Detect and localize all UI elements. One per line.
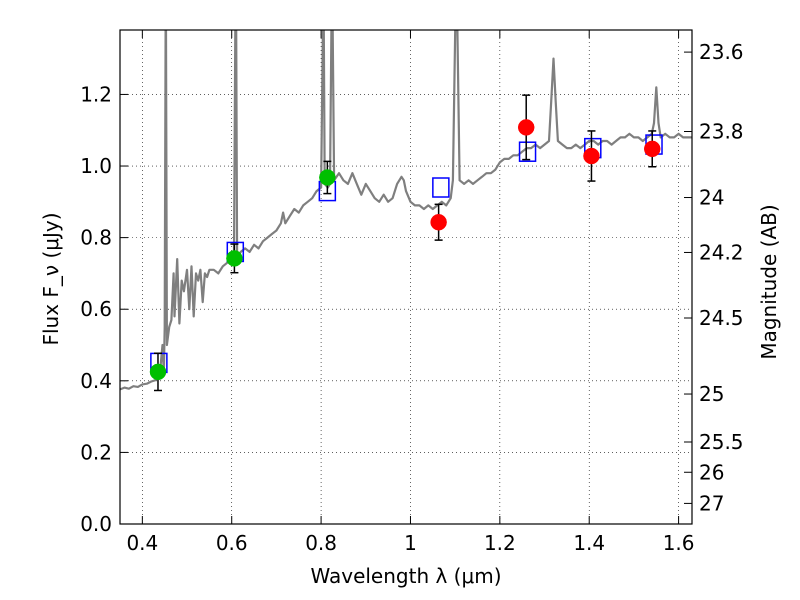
y2-tick-label: 26 xyxy=(699,460,724,484)
x-tick-label: 0.8 xyxy=(305,531,337,555)
photometry-point-red xyxy=(517,119,535,136)
y2-tick-label: 24.2 xyxy=(699,240,744,264)
photometry-point-red xyxy=(430,213,447,231)
photometry-point-green xyxy=(226,250,243,267)
y2-tick-label: 23.6 xyxy=(699,40,744,64)
y2-tick-label: 25.5 xyxy=(699,430,744,454)
y-tick-label: 0.0 xyxy=(80,512,112,536)
x-tick-label: 1.2 xyxy=(484,531,516,555)
y-tick-label: 0.2 xyxy=(80,440,112,464)
axes-frame xyxy=(119,29,693,525)
x-tick-label: 1.6 xyxy=(663,531,695,555)
photometry-point-red xyxy=(643,140,661,158)
x-tick-label: 0.6 xyxy=(216,531,248,555)
y-tick-label: 0.6 xyxy=(80,297,112,321)
x-tick-label: 1 xyxy=(404,531,417,555)
y-tick-label: 1.2 xyxy=(80,82,112,106)
y2-tick-label: 24.5 xyxy=(699,306,744,330)
y-tick-label: 0.8 xyxy=(80,226,112,250)
y2-tick-label: 25 xyxy=(699,382,724,406)
y-axis-label: Flux F_ν (μJy) xyxy=(39,212,63,345)
plot-area xyxy=(120,30,692,392)
y2-tick-label: 27 xyxy=(699,491,724,515)
x-axis-label: Wavelength λ (μm) xyxy=(310,564,501,588)
model-flux-box xyxy=(432,177,450,198)
photometry-point-red xyxy=(583,147,600,165)
photometry-point-green xyxy=(319,169,336,186)
y2-tick-label: 23.8 xyxy=(699,119,744,143)
ticks: 0.4 0.6 0.8 1 1.2 1.4 1.6 0.0 0.2 0.4 0.6 0.8 1.0 1.2… xyxy=(80,30,744,555)
x-tick-label: 0.4 xyxy=(126,531,158,555)
model-flux-box xyxy=(518,141,537,162)
y-tick-label: 1.0 xyxy=(80,154,112,178)
y2-tick-label: 24 xyxy=(699,186,724,210)
y-tick-label: 0.4 xyxy=(80,369,112,393)
x-tick-label: 1.4 xyxy=(573,531,605,555)
model-spectrum-line xyxy=(120,30,692,391)
grid-lines xyxy=(120,30,692,525)
y2-axis-label: Magnitude (AB) xyxy=(757,204,781,359)
photometry-point-green xyxy=(149,363,167,381)
